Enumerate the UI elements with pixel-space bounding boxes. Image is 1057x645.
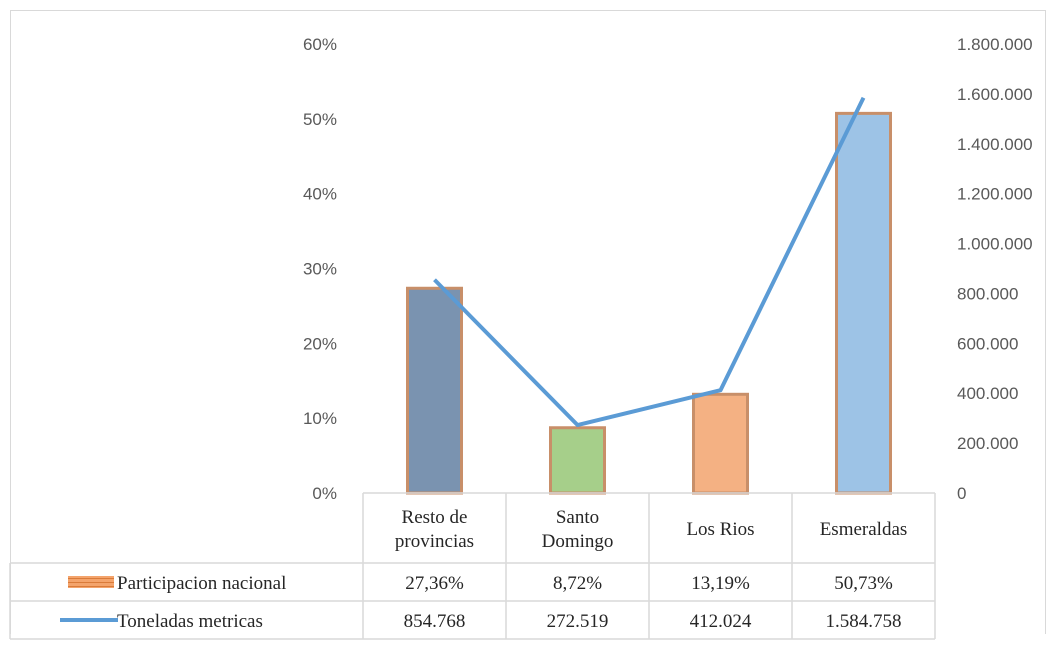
left-axis-tick: 40% [303, 185, 337, 204]
line-series [433, 96, 866, 428]
legend-swatch-bar [68, 576, 114, 588]
data-label: 272.519 [547, 611, 609, 632]
right-axis-tick: 1.800.000 [957, 35, 1033, 54]
left-axis-tick: 30% [303, 260, 337, 279]
left-axis-tick: 0% [312, 484, 337, 503]
bar [549, 426, 606, 495]
data-label: 13,19% [691, 573, 750, 594]
right-axis-tick: 1.400.000 [957, 135, 1033, 154]
data-label: 854.768 [404, 611, 466, 632]
bar [406, 286, 463, 495]
category-label: Santo [556, 507, 599, 528]
data-label: 412.024 [690, 611, 752, 632]
right-axis-tick: 600.000 [957, 334, 1018, 353]
right-axis-tick: 1.000.000 [957, 235, 1033, 254]
right-axis-tick: 1.600.000 [957, 85, 1033, 104]
bar [835, 111, 892, 495]
data-label: 27,36% [405, 573, 464, 594]
category-label: Los Rios [686, 519, 754, 540]
category-label: Esmeraldas [820, 519, 908, 540]
right-axis-tick: 800.000 [957, 284, 1018, 303]
data-label: 1.584.758 [826, 611, 902, 632]
right-axis-tick: 0 [957, 484, 966, 503]
right-axis-tick: 400.000 [957, 384, 1018, 403]
left-axis-tick: 60% [303, 35, 337, 54]
left-axis-tick: 50% [303, 110, 337, 129]
left-axis-tick: 10% [303, 409, 337, 428]
category-label: Domingo [542, 531, 614, 552]
data-label: 8,72% [553, 573, 602, 594]
right-axis-tick: 1.200.000 [957, 185, 1033, 204]
category-label: Resto de [402, 507, 468, 528]
chart-frame [10, 10, 1046, 634]
bar [692, 392, 749, 495]
legend-label: Toneladas metricas [117, 611, 263, 632]
legend-label: Participacion nacional [117, 573, 286, 594]
right-axis-tick: 200.000 [957, 434, 1018, 453]
data-label: 50,73% [834, 573, 893, 594]
left-axis-tick: 20% [303, 334, 337, 353]
category-label: provincias [395, 531, 474, 552]
